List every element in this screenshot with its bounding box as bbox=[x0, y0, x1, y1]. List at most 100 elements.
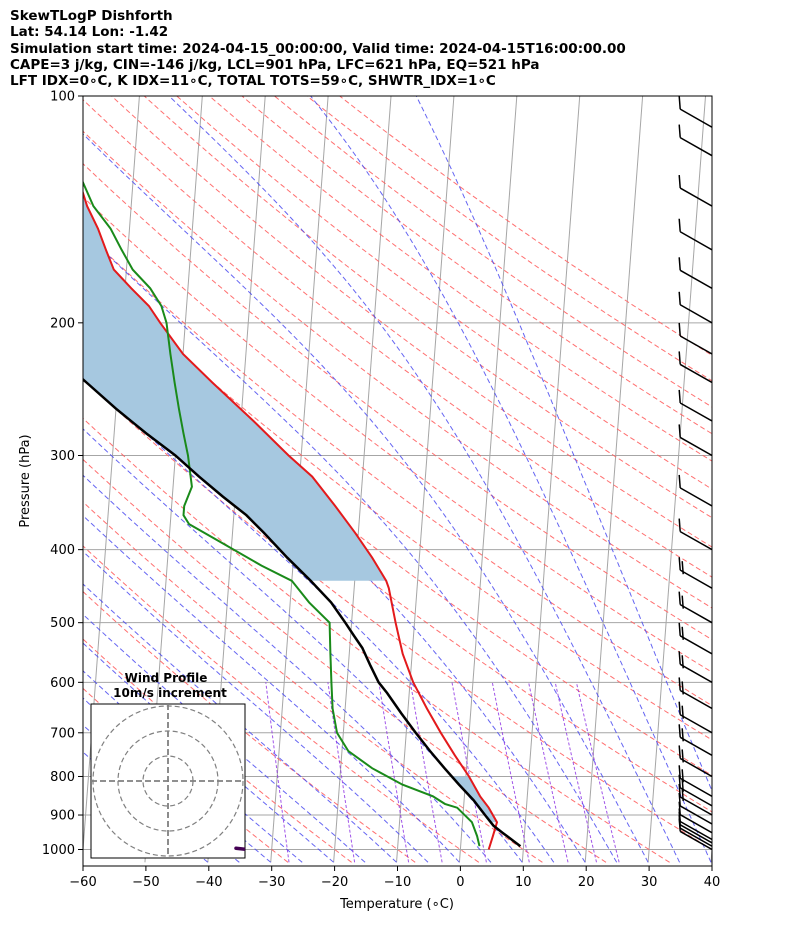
x-tick-label: 40 bbox=[704, 875, 721, 890]
dry-adiabat-line bbox=[83, 590, 416, 863]
wind-barb-flag bbox=[678, 424, 681, 438]
wind-barb-staff bbox=[679, 231, 712, 251]
x-tick-label: −50 bbox=[132, 875, 159, 890]
wind-barb-staff bbox=[679, 569, 712, 589]
wind-barb-staff bbox=[679, 304, 712, 324]
wind-barb-staff bbox=[679, 402, 712, 422]
y-tick-label: 700 bbox=[50, 726, 75, 741]
x-tick-label: 30 bbox=[641, 875, 658, 890]
dry-adiabat-line bbox=[83, 196, 712, 673]
plot-area bbox=[83, 96, 794, 863]
isotherm-line bbox=[396, 96, 455, 863]
hodograph-trace-segment bbox=[184, 903, 204, 922]
dewpoint-line bbox=[83, 180, 481, 847]
wind-barb-staff bbox=[679, 827, 712, 847]
isotherm-line bbox=[333, 96, 392, 863]
wind-barb-flag bbox=[678, 389, 681, 404]
wind-barb-flag bbox=[678, 724, 681, 738]
x-tick-label: 20 bbox=[578, 875, 595, 890]
y-tick-label: 300 bbox=[50, 449, 75, 464]
isotherm-line bbox=[521, 96, 581, 863]
dry-adiabat-line bbox=[83, 99, 712, 578]
isotherm-line bbox=[710, 842, 712, 863]
wind-barb-staff bbox=[679, 108, 712, 128]
mixing-ratio-line bbox=[378, 682, 410, 863]
x-tick-label: −30 bbox=[258, 875, 285, 890]
wind-barb-staff bbox=[679, 736, 712, 757]
wind-barb-staff bbox=[679, 436, 712, 457]
hodograph-subtitle: 10m/s increment bbox=[113, 686, 227, 700]
wind-barb-flag bbox=[681, 655, 684, 669]
stability-indices-line-2: LFT IDX=0∘C, K IDX=11∘C, TOTAL TOTS=59∘C… bbox=[10, 73, 496, 90]
isotherm-line bbox=[458, 96, 518, 863]
y-axis-label: Pressure (hPa) bbox=[18, 434, 33, 527]
hodograph-trace-segment bbox=[228, 894, 248, 911]
location-coordinates: Lat: 54.14 Lon: -1.42 bbox=[10, 24, 169, 41]
moist-adiabat-line bbox=[83, 642, 334, 863]
x-tick-label: −40 bbox=[195, 875, 222, 890]
wind-barb-flag bbox=[678, 677, 681, 691]
wind-barb-flag bbox=[678, 557, 681, 571]
wind-barb-staff bbox=[679, 663, 712, 683]
wind-barb-flag bbox=[681, 681, 684, 695]
y-tick-label: 900 bbox=[50, 809, 75, 824]
wind-barb-flag bbox=[678, 701, 681, 715]
mixing-ratio-line bbox=[491, 682, 530, 863]
y-tick-label: 400 bbox=[50, 543, 75, 558]
x-tick-label: −10 bbox=[384, 875, 411, 890]
wind-barb-flag bbox=[678, 322, 681, 337]
wind-barb-staff bbox=[679, 830, 712, 851]
mixing-ratio-line bbox=[528, 682, 569, 863]
wind-barb-flag bbox=[681, 561, 684, 575]
y-tick-label: 200 bbox=[50, 316, 75, 331]
wind-barb-staff bbox=[679, 820, 712, 841]
wind-barb-flag bbox=[678, 518, 681, 532]
wind-barb-flag bbox=[678, 291, 681, 305]
hodograph-trace-segment bbox=[224, 894, 228, 906]
y-tick-label: 1000 bbox=[42, 843, 75, 858]
chart-header: SkewTLogP Dishforth Lat: 54.14 Lon: -1.4… bbox=[10, 8, 626, 89]
wind-barb-flag bbox=[678, 124, 681, 138]
moist-adiabat-line bbox=[83, 514, 460, 863]
hodograph-trace-segment bbox=[248, 901, 268, 911]
wind-barb-staff bbox=[679, 805, 712, 825]
isotherm-line bbox=[774, 96, 794, 862]
wind-barb-flag bbox=[681, 705, 684, 719]
moist-adiabat-line bbox=[83, 230, 618, 863]
x-tick-label: 0 bbox=[456, 875, 464, 890]
wind-barb-flag bbox=[681, 626, 684, 640]
dry-adiabat-line bbox=[83, 130, 712, 609]
wind-barb-staff bbox=[679, 530, 712, 551]
dry-adiabat-line bbox=[83, 230, 712, 707]
mixing-ratio-line bbox=[575, 682, 620, 863]
y-tick-label: 600 bbox=[50, 676, 75, 691]
y-tick-label: 500 bbox=[50, 616, 75, 631]
cape-shading bbox=[83, 192, 387, 581]
wind-barb-staff bbox=[679, 757, 712, 778]
wind-barb-staff bbox=[679, 814, 712, 834]
stability-indices-line-1: CAPE=3 j/kg, CIN=-146 j/kg, LCL=901 hPa,… bbox=[10, 56, 540, 73]
dry-adiabat-line bbox=[241, 96, 712, 435]
hodograph-inset: Wind Profile 10m/s increment bbox=[90, 671, 280, 923]
dry-adiabat-line bbox=[274, 96, 712, 408]
wind-barb-flag bbox=[678, 765, 681, 779]
hodograph-trace-segment bbox=[256, 851, 280, 856]
moist-adiabat-line bbox=[83, 613, 366, 863]
wind-barb-staff bbox=[679, 689, 712, 710]
isotherm-line bbox=[647, 96, 707, 863]
wind-barb-staff bbox=[679, 187, 712, 207]
wind-barb-flag bbox=[678, 96, 681, 110]
wind-barb-flag bbox=[678, 257, 681, 271]
temperature-line bbox=[83, 189, 499, 850]
moist-adiabat-line bbox=[415, 96, 712, 793]
hodograph-plot bbox=[91, 704, 280, 923]
wind-barb-flag bbox=[678, 474, 681, 488]
moist-adiabat-line bbox=[310, 96, 712, 863]
mixing-ratio-line bbox=[327, 682, 356, 863]
hodograph-trace-segment bbox=[234, 846, 245, 852]
wind-barb-staff bbox=[679, 335, 712, 355]
wind-barb-flag bbox=[678, 651, 681, 665]
hodograph-trace-segment bbox=[204, 906, 224, 923]
hodograph-title: Wind Profile bbox=[125, 671, 208, 685]
